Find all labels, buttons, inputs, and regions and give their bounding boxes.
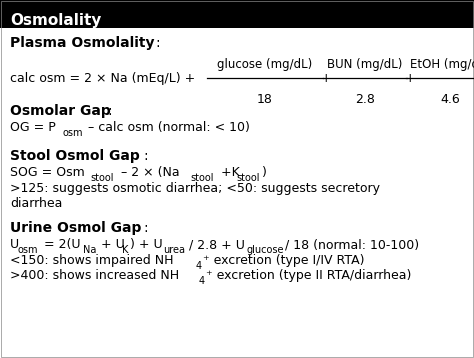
Text: Plasma Osmolality: Plasma Osmolality [10,36,155,50]
Text: = 2(U: = 2(U [40,238,81,251]
Text: ) + U: ) + U [130,238,163,251]
Text: ⁺ excretion (type I/IV RTA): ⁺ excretion (type I/IV RTA) [203,254,365,267]
Text: urea: urea [163,245,185,255]
Text: 2.8: 2.8 [355,93,375,106]
Text: 4: 4 [199,276,205,286]
Text: SOG = Osm: SOG = Osm [10,166,85,179]
Text: 18: 18 [257,93,273,106]
Text: stool: stool [90,173,113,183]
Text: calc osm = 2 × Na (mEq/L) +: calc osm = 2 × Na (mEq/L) + [10,72,195,85]
Text: osm: osm [63,128,83,138]
Text: >125: suggests osmotic diarrhea; <50: suggests secretory: >125: suggests osmotic diarrhea; <50: su… [10,182,380,195]
Text: ): ) [262,166,267,179]
Text: >400: shows increased NH: >400: shows increased NH [10,269,179,282]
Text: osm: osm [18,245,38,255]
Bar [0,0,474,28]
Text: + U: + U [97,238,125,251]
Text: K: K [122,245,128,255]
Text: ⁺ excretion (type II RTA/diarrhea): ⁺ excretion (type II RTA/diarrhea) [206,269,411,282]
Text: glucose: glucose [247,245,284,255]
Text: Stool Osmol Gap: Stool Osmol Gap [10,149,140,163]
Text: 4: 4 [196,261,202,271]
Text: Osmolar Gap: Osmolar Gap [10,104,111,118]
Text: stool: stool [190,173,213,183]
Text: :: : [143,149,147,163]
Text: +: + [321,72,331,85]
Text: – calc osm (normal: < 10): – calc osm (normal: < 10) [84,121,250,134]
Text: Osmolality: Osmolality [10,13,101,28]
Text: +K: +K [217,166,240,179]
Text: / 2.8 + U: / 2.8 + U [185,238,245,251]
Text: / 18 (normal: 10-100): / 18 (normal: 10-100) [281,238,419,251]
Text: <150: shows impaired NH: <150: shows impaired NH [10,254,173,267]
Text: BUN (mg/dL): BUN (mg/dL) [328,58,403,71]
Text: Urine Osmol Gap: Urine Osmol Gap [10,221,141,235]
Text: – 2 × (Na: – 2 × (Na [117,166,180,179]
Text: stool: stool [236,173,259,183]
Text: U: U [10,238,19,251]
Text: 4.6: 4.6 [440,93,460,106]
Text: :: : [155,36,160,50]
Text: :: : [107,104,111,118]
Text: EtOH (mg/dL): EtOH (mg/dL) [410,58,474,71]
Text: glucose (mg/dL): glucose (mg/dL) [218,58,313,71]
Text: +: + [405,72,415,85]
Text: OG = P: OG = P [10,121,56,134]
Text: Na: Na [83,245,96,255]
Text: diarrhea: diarrhea [10,197,63,210]
Text: :: : [143,221,147,235]
